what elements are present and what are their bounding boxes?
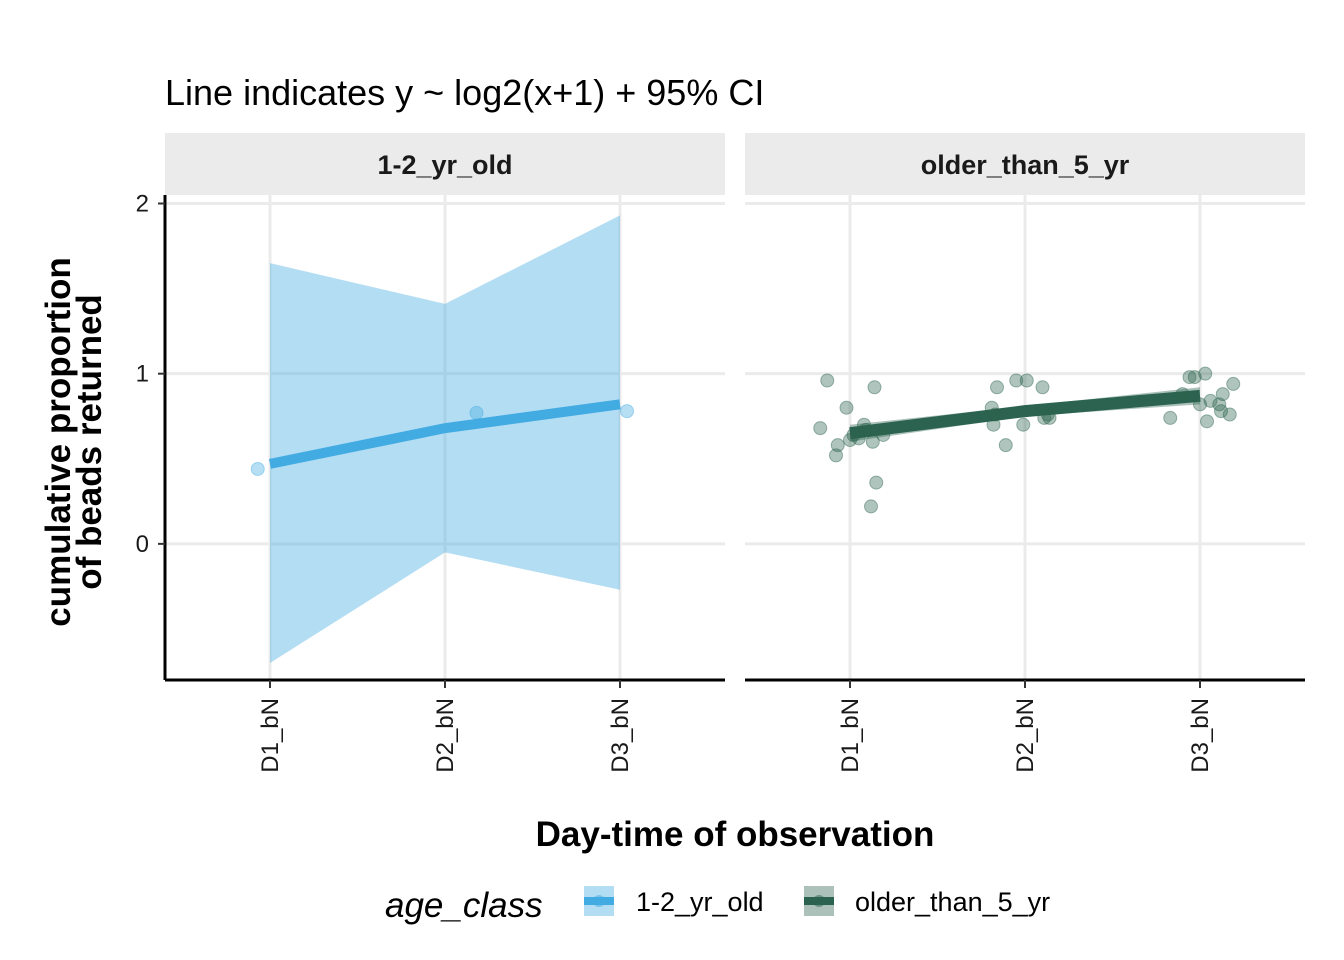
data-point	[846, 427, 861, 442]
x-tick-label: D3_bN	[1187, 698, 1214, 773]
data-point	[864, 499, 878, 514]
data-point	[1200, 414, 1214, 429]
data-point	[1182, 370, 1197, 385]
data-point	[1187, 370, 1202, 385]
data-point	[830, 438, 845, 453]
data-point	[1016, 417, 1031, 432]
legend-label-0: 1-2_yr_old	[636, 887, 764, 917]
data-point	[829, 448, 843, 463]
facet-strip	[745, 133, 1305, 195]
y-tick-label: 0	[136, 531, 149, 558]
data-point	[250, 461, 265, 476]
legend-label-1: older_than_5_yr	[855, 887, 1050, 917]
data-point	[1203, 393, 1218, 408]
data-point	[1175, 387, 1190, 402]
data-point	[869, 475, 884, 490]
y-axis-title-line-1: cumulative proportion	[39, 257, 78, 626]
y-tick-label: 1	[136, 361, 149, 388]
data-point	[1198, 366, 1213, 381]
data-point	[1226, 376, 1241, 391]
facet-panel-1: older_than_5_yr D1_bN D2_bN D3_bN	[745, 133, 1305, 773]
data-point	[1163, 410, 1178, 425]
facet-strip	[165, 133, 725, 195]
data-point	[998, 438, 1013, 453]
data-point	[843, 433, 857, 448]
data-point	[1042, 410, 1057, 425]
legend-title: age_class	[385, 886, 543, 925]
facet-strip-label: 1-2_yr_old	[377, 150, 512, 180]
data-point	[990, 380, 1004, 395]
data-point	[469, 405, 484, 420]
x-tick-label: D2_bN	[1012, 698, 1039, 773]
data-point	[620, 404, 634, 419]
data-point	[988, 407, 1003, 422]
legend-key-1	[804, 886, 834, 916]
data-point	[857, 417, 871, 432]
data-point	[865, 434, 880, 449]
confidence-ribbon	[270, 215, 620, 663]
data-point	[867, 380, 882, 395]
data-point	[1193, 397, 1207, 412]
y-axis-title-line-2: of beads returned	[70, 294, 109, 590]
fit-line	[268, 399, 621, 469]
data-point	[820, 373, 835, 388]
data-point	[858, 422, 873, 437]
facet-strip-label: older_than_5_yr	[921, 150, 1130, 180]
data-point	[984, 400, 999, 415]
data-point	[1040, 407, 1055, 422]
x-tick-label: D3_bN	[607, 698, 634, 773]
x-tick-label: D1_bN	[837, 698, 864, 773]
legend-key-0	[584, 886, 614, 916]
legend-key-point	[593, 895, 605, 907]
data-point	[851, 431, 866, 446]
x-axis-title: Day-time of observation	[536, 815, 935, 854]
data-point	[1035, 380, 1050, 395]
data-point	[839, 400, 854, 415]
data-point	[1222, 407, 1237, 422]
y-axis-title: cumulative proportion of beads returned	[39, 257, 109, 626]
data-point	[1214, 404, 1228, 419]
fit-line	[849, 389, 1201, 440]
data-point	[1019, 373, 1034, 388]
x-tick-label: D2_bN	[432, 698, 459, 773]
y-tick-label: 2	[136, 191, 149, 218]
data-point	[986, 417, 1001, 432]
data-point	[876, 427, 891, 442]
facet-panel-0: 1-2_yr_old 0 1 2 D1_bN D2_bN D3_bN	[136, 133, 725, 773]
legend: age_class 1-2_yr_old older_than_5_yr	[385, 886, 1050, 925]
data-point	[1212, 397, 1227, 412]
data-point	[1009, 373, 1024, 388]
legend-key-point	[813, 895, 825, 907]
data-point	[1037, 410, 1052, 425]
chart-subtitle: Line indicates y ~ log2(x+1) + 95% CI	[165, 72, 764, 113]
data-point	[1215, 387, 1230, 402]
x-tick-label: D1_bN	[257, 698, 284, 773]
data-point	[813, 421, 828, 436]
